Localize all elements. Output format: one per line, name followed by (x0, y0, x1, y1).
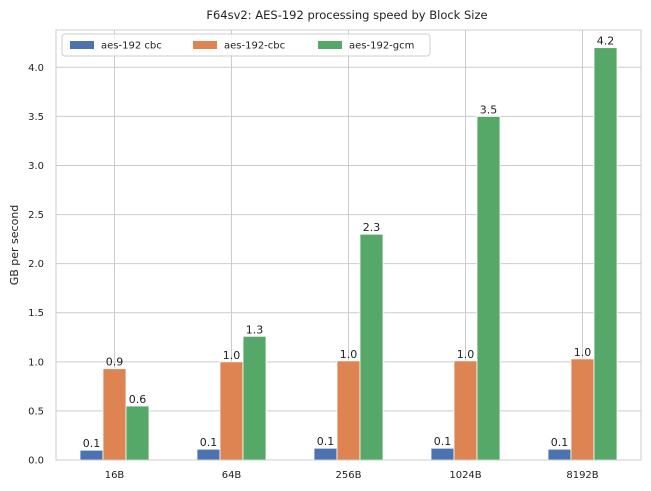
bar (453, 360, 478, 461)
bars-layer (79, 47, 618, 461)
bar-value-label: 0.1 (551, 436, 569, 449)
bar-value-label: 1.0 (340, 348, 358, 361)
bar-value-label: 0.1 (317, 435, 335, 448)
bar (359, 233, 384, 461)
bar-value-label: 0.1 (200, 436, 218, 449)
bar (219, 361, 244, 461)
bar (593, 47, 618, 461)
y-tick-label: 2.0 (28, 259, 44, 270)
bar-value-label: 0.1 (434, 435, 452, 448)
bar (125, 405, 150, 461)
bar (336, 360, 361, 461)
bar (196, 448, 221, 461)
legend-label: aes-192 cbc (101, 41, 162, 52)
x-tick-label: 8192B (566, 470, 598, 481)
y-tick-label: 0.0 (28, 456, 44, 467)
y-tick-label: 2.5 (28, 210, 44, 221)
legend-swatch (70, 41, 94, 49)
bar-value-label: 0.1 (83, 437, 101, 450)
x-tick-label: 16B (105, 470, 125, 481)
bar-value-label: 1.0 (223, 349, 241, 362)
legend-box (61, 33, 431, 57)
bar-value-label: 0.9 (106, 356, 124, 369)
legend-swatch (318, 41, 342, 49)
bar-value-label: 1.0 (457, 348, 475, 361)
legend: aes-192 cbc aes-192-cbc aes-192-gcm (61, 33, 431, 57)
legend-label: aes-192-cbc (224, 41, 285, 52)
bar (102, 368, 127, 461)
y-axis-label: GB per second (8, 205, 21, 286)
y-tick-label: 3.5 (28, 112, 44, 123)
chart-title: F64sv2: AES-192 processing speed by Bloc… (206, 8, 487, 22)
bar (430, 447, 455, 461)
y-tick-label: 1.0 (28, 357, 44, 368)
y-tick-label: 4.0 (28, 63, 44, 74)
bar (79, 449, 104, 461)
bar-value-label: 4.2 (597, 35, 615, 48)
x-tick-label: 64B (222, 470, 242, 481)
legend-label: aes-192-gcm (349, 41, 414, 52)
bar-value-label: 1.3 (246, 323, 264, 336)
bar (242, 335, 267, 461)
plot-frame (55, 29, 642, 461)
x-tick-label: 1024B (449, 470, 481, 481)
bar-value-label: 2.3 (363, 221, 381, 234)
bar (476, 115, 501, 461)
y-tick-label: 0.5 (28, 406, 44, 417)
bar-value-label: 0.6 (129, 393, 147, 406)
y-tick-label: 1.5 (28, 308, 44, 319)
legend-swatch (193, 41, 217, 49)
bar (313, 447, 338, 461)
x-tick-label: 256B (336, 470, 362, 481)
bar-value-label: 3.5 (480, 103, 498, 116)
bar-value-label: 1.0 (574, 346, 592, 359)
data-labels-layer: 0.1 0.1 0.1 0.1 0.1 0.9 1.0 1.0 1.0 1.0 0.6 1.3 2.3 3… (83, 35, 615, 451)
bar (570, 358, 595, 461)
tick-labels-layer: 0.0 0.5 1.0 1.5 2.0 2.5 3.0 3.5 4.0 16B 64B 256B 102… (28, 63, 599, 481)
bar (547, 448, 572, 461)
y-tick-label: 3.0 (28, 161, 44, 172)
